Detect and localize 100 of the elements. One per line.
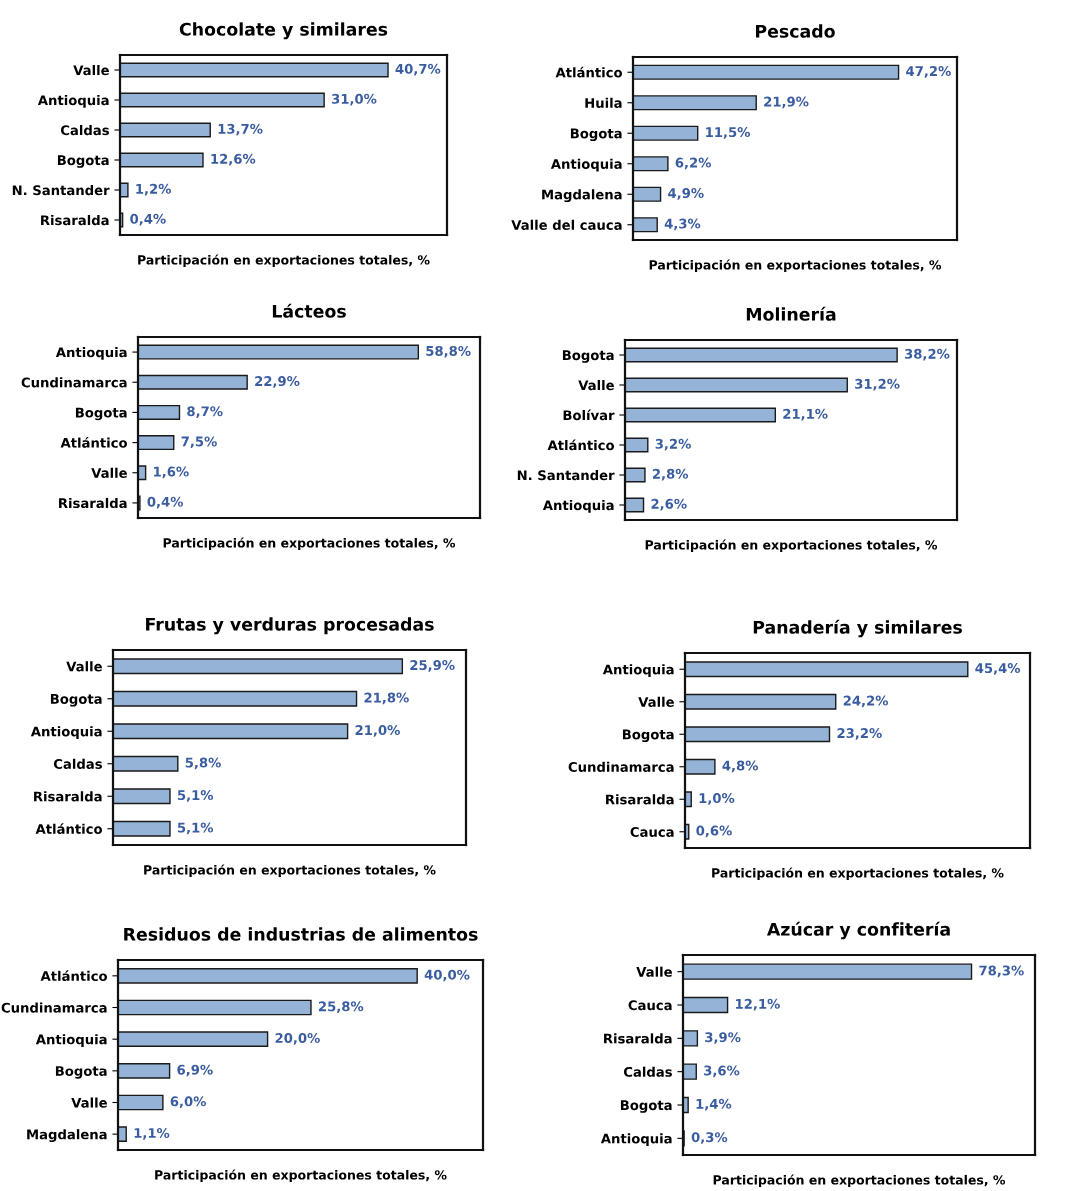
y-tick-label: Antioquia (550, 158, 622, 172)
y-tick-label: Atlántico (555, 66, 623, 78)
y-tick-label: Risaralda (604, 1033, 672, 1044)
data-label: 31,2% (855, 378, 900, 391)
y-tick-label: Atlántico (60, 437, 128, 448)
chart-title: Chocolate y similares (179, 22, 388, 40)
data-label: 3,2% (655, 438, 691, 451)
y-tick-label: Valle del cauca (511, 219, 622, 230)
y-tick-label: Bogota (562, 350, 614, 363)
y-tick-label: Caldas (623, 1066, 672, 1077)
data-label: 11,5% (706, 127, 751, 139)
x-axis-title: Participación en exportaciones totales, % (713, 1174, 1006, 1188)
y-tick-label: Bogota (50, 694, 102, 707)
data-label: 3,6% (704, 1065, 740, 1078)
y-tick-label: Bogota (620, 1100, 672, 1113)
y-tick-label: Bogota (55, 1066, 107, 1079)
data-label: 21,8% (364, 692, 409, 705)
y-tick-label: Antioquia (600, 1133, 672, 1147)
data-label: 0,4% (147, 496, 184, 509)
data-label: 24,2% (843, 695, 889, 708)
data-label: 1,2% (136, 183, 172, 196)
y-tick-label: Cundinamarca (568, 761, 674, 772)
data-label: 4,8% (722, 760, 759, 773)
data-label: 1,4% (696, 1098, 732, 1111)
y-tick-label: Cundinamarca (1, 1002, 107, 1013)
y-tick-label: Antioquia (30, 726, 102, 740)
y-tick-label: Huila (585, 97, 622, 108)
data-label: 5,8% (185, 757, 221, 770)
data-label: 13,7% (218, 123, 263, 136)
chart-title: Residuos de industrias de alimentos (124, 927, 478, 941)
x-axis-title: Participación en exportaciones totales, % (645, 539, 938, 553)
data-label: 47,2% (906, 66, 951, 78)
x-axis-title: Participación en exportaciones totales, % (712, 867, 1004, 881)
data-label: 12,6% (211, 153, 256, 166)
y-tick-label: Atlántico (547, 439, 615, 451)
data-label: 38,2% (904, 348, 950, 361)
data-label: 21,1% (783, 408, 828, 421)
y-tick-label: Cundinamarca (21, 377, 127, 388)
y-tick-label: Valle (578, 379, 614, 391)
y-tick-label: N. Santander (517, 469, 615, 481)
data-label: 25,8% (318, 1001, 364, 1014)
data-label: 5,1% (177, 822, 214, 835)
data-label: 23,2% (837, 728, 882, 740)
data-label: 6,2% (675, 157, 711, 170)
y-tick-label: Atlántico (40, 970, 108, 982)
data-label: 4,3% (664, 218, 701, 231)
y-tick-label: Valle (638, 696, 674, 707)
y-tick-label: Risaralda (59, 497, 127, 509)
y-tick-label: Risaralda (606, 794, 674, 805)
x-axis-title: Participación en exportaciones totales, % (163, 537, 456, 551)
data-label: 1,1% (134, 1128, 170, 1140)
x-axis-title: Participación en exportaciones totales, % (649, 259, 942, 273)
y-tick-label: Antioquia (37, 94, 109, 108)
data-label: 0,4% (130, 213, 166, 226)
y-tick-label: Atlántico (35, 823, 103, 834)
data-label: 5,1% (177, 790, 214, 802)
data-label: 12,1% (736, 998, 780, 1011)
y-tick-label: Antioquia (35, 1034, 107, 1047)
data-label: 2,8% (652, 468, 689, 481)
y-tick-label: Antioquia (542, 499, 614, 513)
data-label: 40,7% (395, 63, 441, 76)
data-label: 31,0% (331, 93, 377, 106)
data-label: 0,6% (696, 825, 732, 838)
y-tick-label: Bogota (57, 155, 109, 168)
data-label: 21,0% (355, 725, 400, 737)
chart-title: Azúcar y confitería (766, 921, 950, 940)
y-tick-label: Cauca (628, 1000, 672, 1011)
y-tick-label: Antioquia (602, 664, 674, 678)
chart-title: Frutas y verduras procesadas (146, 617, 434, 635)
data-label: 58,8% (426, 345, 471, 358)
y-tick-label: N. Santander (12, 184, 110, 196)
y-tick-label: Antioquia (55, 347, 127, 360)
data-label: 21,9% (764, 96, 809, 109)
y-tick-label: Magdalena (542, 189, 622, 203)
y-tick-label: Valle (73, 64, 109, 76)
data-label: 1,0% (699, 793, 735, 805)
y-tick-label: Valle (636, 966, 672, 977)
data-label: 7,5% (181, 436, 217, 449)
data-label: 3,9% (705, 1032, 741, 1044)
data-label: 4,9% (668, 188, 704, 200)
data-label: 1,6% (154, 466, 189, 479)
x-axis-title: Participación en exportaciones totales, % (155, 1169, 447, 1183)
y-tick-label: Bolívar (563, 409, 615, 421)
data-label: 0,3% (691, 1132, 728, 1144)
data-label: 40,0% (424, 969, 470, 982)
y-tick-label: Bogota (570, 128, 622, 142)
y-tick-label: Caldas (53, 758, 102, 769)
y-tick-label: Valle (71, 1097, 107, 1108)
y-tick-label: Cauca (630, 826, 674, 837)
data-label: 8,7% (187, 406, 223, 418)
chart-title: Panadería y similares (753, 619, 962, 638)
y-tick-label: Bogota (622, 729, 674, 743)
data-label: 22,9% (255, 376, 300, 388)
data-label: 45,4% (975, 663, 1021, 675)
data-label: 6,0% (170, 1096, 206, 1109)
y-tick-label: Valle (91, 467, 127, 478)
y-tick-label: Magdalena (27, 1129, 107, 1143)
x-axis-title: Participación en exportaciones totales, % (144, 864, 436, 878)
data-label: 2,6% (651, 498, 687, 511)
x-axis-title: Participación en exportaciones totales, % (138, 254, 430, 268)
